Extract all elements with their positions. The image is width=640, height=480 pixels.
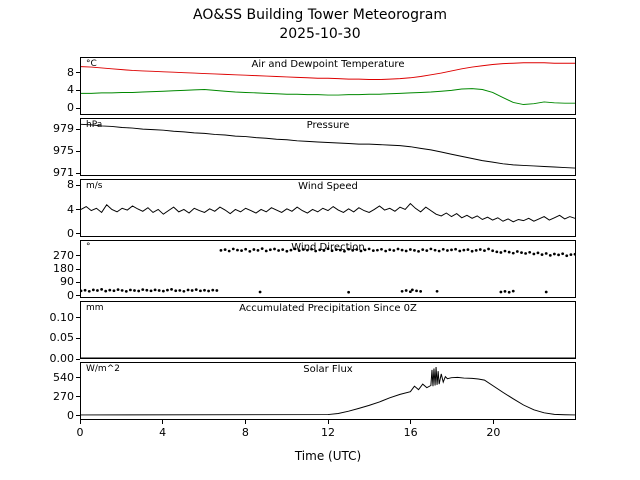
y-tick-label: 0.00 <box>49 352 75 365</box>
y-tick-mark <box>76 396 80 398</box>
pressure-plot <box>81 123 575 169</box>
panel-pressure: hPa Pressure <box>80 118 576 176</box>
y-tick-mark <box>76 72 80 74</box>
y-tick-label: 90 <box>60 275 74 289</box>
y-tick-mark <box>76 233 80 235</box>
y-tick-label: 0 <box>67 101 74 115</box>
dewpoint-line <box>81 88 575 106</box>
y-tick-mark <box>76 317 80 319</box>
y-tick-label: 0 <box>67 226 74 240</box>
x-tick-label: 12 <box>321 426 335 439</box>
y-tick-label: 270 <box>53 389 74 403</box>
x-tick-mark <box>244 420 246 424</box>
y-tick-mark <box>76 128 80 130</box>
y-tick-mark <box>76 358 80 360</box>
y-tick-mark <box>76 184 80 186</box>
pressure-line <box>81 123 575 169</box>
wind-direction-early-points <box>81 288 219 293</box>
x-tick-label: 8 <box>241 426 249 439</box>
solar-flux-plot <box>81 367 575 416</box>
y-tick-mark <box>76 268 80 270</box>
x-tick-mark <box>79 420 81 424</box>
y-tick-label: 0 <box>67 288 74 302</box>
y-tick-label: 979 <box>53 122 74 136</box>
wind-direction-low-outlier-points <box>258 288 548 294</box>
y-tick-label: 540 <box>53 370 74 384</box>
y-tick-mark <box>76 415 80 417</box>
wind-direction-main-points <box>219 247 575 258</box>
y-tick-mark <box>76 295 80 297</box>
y-tick-mark <box>76 150 80 152</box>
precipitation-plot <box>81 357 575 358</box>
y-tick-label: 8 <box>67 178 74 192</box>
y-tick-mark <box>76 337 80 339</box>
x-tick-mark <box>327 420 329 424</box>
y-tick-mark <box>76 107 80 109</box>
y-tick-label: 0.10 <box>49 310 75 324</box>
y-tick-label: 4 <box>67 202 74 216</box>
panel-solar-flux: W/m^2 Solar Flux <box>80 362 576 420</box>
wind-speed-line <box>81 202 575 223</box>
x-axis-label: Time (UTC) <box>294 449 362 463</box>
wind-direction-plot <box>81 247 575 294</box>
x-tick-label: 0 <box>76 426 84 439</box>
y-tick-label: 270 <box>53 248 74 262</box>
y-tick-mark <box>76 209 80 211</box>
x-tick-label: 20 <box>486 426 501 439</box>
y-tick-mark <box>76 281 80 283</box>
figure-title: AO&SS Building Tower Meteorogram <box>193 7 447 23</box>
y-tick-mark <box>76 377 80 379</box>
y-tick-label: 180 <box>53 262 74 275</box>
solar-flux-line <box>81 367 575 416</box>
y-tick-mark <box>76 89 80 91</box>
temperature-plot <box>81 62 575 106</box>
y-tick-label: 0.05 <box>49 331 75 345</box>
x-tick-label: 16 <box>403 426 418 439</box>
air-temperature-line <box>81 62 575 81</box>
x-tick-mark <box>162 420 164 424</box>
x-tick-label: 4 <box>159 426 167 439</box>
y-tick-mark <box>76 172 80 174</box>
x-tick-mark <box>492 420 494 424</box>
panel-wind-direction: ° Wind Direction <box>80 240 576 298</box>
y-tick-mark <box>76 255 80 257</box>
wind-speed-plot <box>81 202 575 223</box>
figure-date: 2025-10-30 <box>279 26 361 42</box>
y-tick-label: 0 <box>67 408 74 422</box>
panel-air-dewpoint-temperature: °C Air and Dewpoint Temperature <box>80 57 576 115</box>
y-tick-label: 8 <box>67 65 74 79</box>
panel-precipitation: mm Accumulated Precipitation Since 0Z <box>80 301 576 359</box>
panel-wind-speed: m/s Wind Speed <box>80 179 576 237</box>
y-tick-label: 975 <box>53 144 74 158</box>
y-tick-label: 4 <box>67 83 74 97</box>
x-tick-mark <box>410 420 412 424</box>
y-tick-label: 971 <box>53 166 74 180</box>
